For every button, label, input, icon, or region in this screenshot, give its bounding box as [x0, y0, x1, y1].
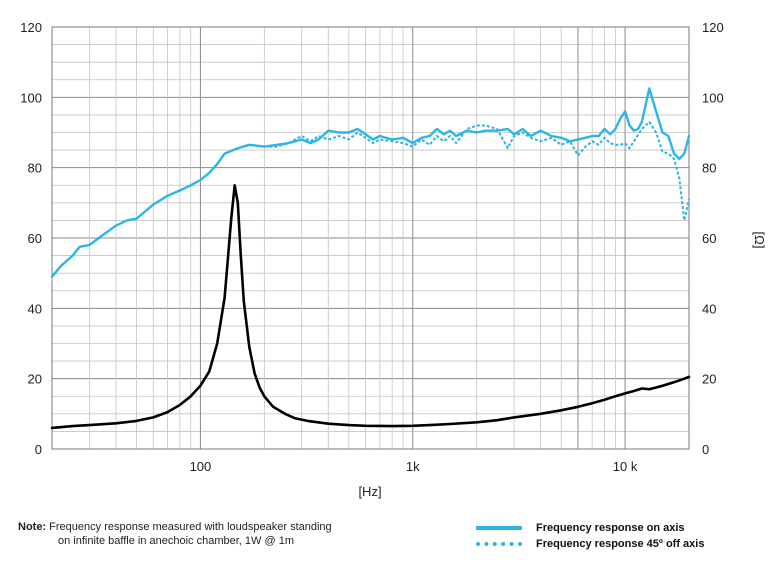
y-tick-label-right: 20	[702, 372, 716, 387]
y-tick-label-left: 80	[28, 161, 42, 176]
x-tick-label: 1k	[406, 459, 420, 474]
y-axis-right: 0 20 40 60 80 100 120	[702, 20, 724, 457]
x-tick-label: 10 k	[613, 459, 638, 474]
y-tick-label-right: 80	[702, 161, 716, 176]
plot-frame	[51, 26, 690, 450]
legend-label-off-axis: Frequency response 45º off axis	[536, 538, 705, 550]
legend-label-on-axis: Frequency response on axis	[536, 522, 685, 534]
note-line-1: Frequency response measured with loudspe…	[49, 521, 332, 533]
series-layer	[50, 87, 691, 430]
legend: Frequency response on axis Frequency res…	[476, 520, 704, 552]
y-tick-label-right: 40	[702, 301, 716, 316]
legend-item-off-axis: Frequency response 45º off axis	[476, 536, 704, 552]
y-tick-label-left: 40	[28, 301, 42, 316]
y-tick-label-left: 120	[20, 20, 42, 35]
y-tick-label-left: 60	[28, 231, 42, 246]
y-tick-label-left: 100	[20, 90, 42, 105]
legend-swatch-dotted	[476, 542, 522, 546]
y-axis-right-label: [Ω]	[752, 232, 767, 249]
note-label: Note:	[18, 521, 47, 533]
y-tick-label-right: 60	[702, 231, 716, 246]
series-on-axis-line	[50, 87, 691, 278]
y-tick-label-left: 0	[35, 442, 42, 457]
frequency-response-chart: 0 20 40 60 80 100 120 0 20 40 60 80 100 120 100 1k 10 …	[20, 20, 767, 499]
y-tick-label-right: 100	[702, 90, 724, 105]
grid	[51, 26, 690, 450]
legend-swatch-solid	[476, 526, 522, 530]
series-impedance-line	[50, 184, 691, 430]
footnote: Note: Frequency response measured with l…	[18, 520, 332, 548]
y-tick-label-right: 0	[702, 442, 709, 457]
y-tick-label-right: 120	[702, 20, 724, 35]
y-axis-left: 0 20 40 60 80 100 120	[20, 20, 42, 457]
note-line-2: on infinite baffle in anechoic chamber, …	[58, 535, 294, 547]
x-tick-label: 100	[190, 459, 212, 474]
legend-item-on-axis: Frequency response on axis	[476, 520, 704, 536]
x-axis-label: [Hz]	[358, 484, 381, 499]
y-tick-label-left: 20	[28, 372, 42, 387]
series-off-axis-line	[264, 120, 690, 222]
x-axis: 100 1k 10 k	[190, 459, 638, 474]
